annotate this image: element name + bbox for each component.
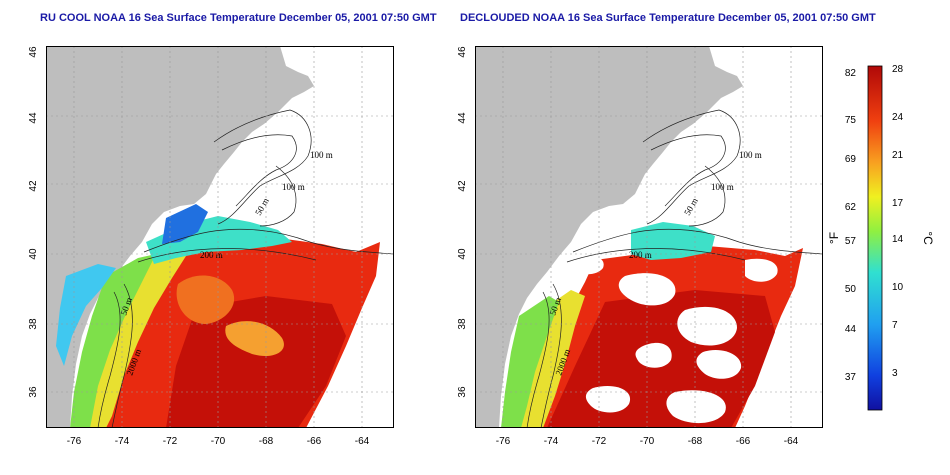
shelf-yellow-band xyxy=(80,252,186,428)
declouded-sst-map: 100 m 100 m 50 m 200 m 50 m 2000 m xyxy=(475,46,823,428)
colorbar-gradient xyxy=(867,65,883,411)
map-gridlines xyxy=(46,46,394,428)
contour-label-200m: 200 m xyxy=(200,250,223,260)
left-y-axis: 46 44 42 40 38 36 xyxy=(28,46,39,398)
x-tick-70: -70 xyxy=(211,436,226,447)
y-tick-44: 44 xyxy=(457,112,468,124)
left-x-axis: -76 -74 -72 -70 -68 -66 -64 xyxy=(67,436,370,447)
x-tick-74: -74 xyxy=(115,436,130,447)
f-tick: 57 xyxy=(845,236,857,247)
left-map-title: RU COOL NOAA 16 Sea Surface Temperature … xyxy=(40,12,437,24)
x-tick-64: -64 xyxy=(355,436,370,447)
c-tick: 24 xyxy=(892,112,904,123)
hot-ocean-patch xyxy=(166,296,346,428)
y-tick-40: 40 xyxy=(457,248,468,260)
y-tick-46: 46 xyxy=(28,46,39,58)
celsius-unit-label: °C xyxy=(921,231,935,245)
f-tick: 82 xyxy=(845,68,857,79)
shelf-green-band xyxy=(501,296,559,428)
c-tick: 10 xyxy=(892,282,904,293)
temperature-colorbar: 82 75 69 62 57 50 44 37 28 24 21 17 14 1… xyxy=(827,64,935,411)
fahrenheit-ticks: 82 75 69 62 57 50 44 37 xyxy=(845,68,857,383)
cold-blue-nearshore xyxy=(162,204,208,244)
contour-label-100m-a: 100 m xyxy=(310,150,333,160)
c-tick: 28 xyxy=(892,64,904,75)
x-tick-68: -68 xyxy=(688,436,703,447)
y-tick-42: 42 xyxy=(457,180,468,192)
x-tick-70: -70 xyxy=(640,436,655,447)
x-tick-72: -72 xyxy=(163,436,178,447)
f-tick: 69 xyxy=(845,154,857,165)
warm-eddy xyxy=(176,275,235,324)
raw-sst-map: 100 m 100 m 50 m 200 m 50 m 2000 m xyxy=(46,46,394,428)
x-tick-72: -72 xyxy=(592,436,607,447)
f-tick: 75 xyxy=(845,115,857,126)
warm-filament xyxy=(225,321,284,357)
y-tick-38: 38 xyxy=(457,318,468,330)
coastal-cyan-strip xyxy=(56,264,116,366)
y-tick-42: 42 xyxy=(28,180,39,192)
contour-label-100m-b: 100 m xyxy=(711,182,734,192)
x-tick-76: -76 xyxy=(67,436,82,447)
map-frame xyxy=(46,46,394,428)
y-tick-40: 40 xyxy=(28,248,39,260)
x-tick-66: -66 xyxy=(307,436,322,447)
c-tick: 17 xyxy=(892,198,904,209)
y-tick-38: 38 xyxy=(28,318,39,330)
c-tick: 14 xyxy=(892,234,904,245)
y-tick-46: 46 xyxy=(457,46,468,58)
y-tick-36: 36 xyxy=(28,386,39,398)
contour-label-200m: 200 m xyxy=(629,250,652,260)
x-tick-68: -68 xyxy=(259,436,274,447)
f-tick: 37 xyxy=(845,372,857,383)
cloud-gaps xyxy=(575,254,778,424)
fahrenheit-unit-label: °F xyxy=(827,232,841,244)
c-tick: 7 xyxy=(892,320,898,331)
celsius-ticks: 28 24 21 17 14 10 7 3 xyxy=(892,64,904,379)
contour-label-100m-b: 100 m xyxy=(282,182,305,192)
x-tick-64: -64 xyxy=(784,436,799,447)
right-map-title: DECLOUDED NOAA 16 Sea Surface Temperatur… xyxy=(460,12,876,24)
map-frame xyxy=(475,46,823,428)
y-tick-36: 36 xyxy=(457,386,468,398)
y-tick-44: 44 xyxy=(28,112,39,124)
f-tick: 44 xyxy=(845,324,857,335)
f-tick: 62 xyxy=(845,202,857,213)
map-gridlines xyxy=(475,46,823,428)
f-tick: 50 xyxy=(845,284,857,295)
c-tick: 3 xyxy=(892,368,898,379)
right-y-axis: 46 44 42 40 38 36 xyxy=(457,46,468,398)
shelf-yellow-band xyxy=(519,290,585,428)
bathymetry-contours xyxy=(97,109,394,428)
land-mass xyxy=(475,46,743,428)
x-tick-66: -66 xyxy=(736,436,751,447)
x-tick-74: -74 xyxy=(544,436,559,447)
land-mass xyxy=(46,46,314,428)
right-x-axis: -76 -74 -72 -70 -68 -66 -64 xyxy=(496,436,799,447)
shelf-green-band xyxy=(70,254,156,428)
bathymetry-contours xyxy=(526,109,823,428)
c-tick: 21 xyxy=(892,150,904,161)
contour-label-100m-a: 100 m xyxy=(739,150,762,160)
x-tick-76: -76 xyxy=(496,436,511,447)
